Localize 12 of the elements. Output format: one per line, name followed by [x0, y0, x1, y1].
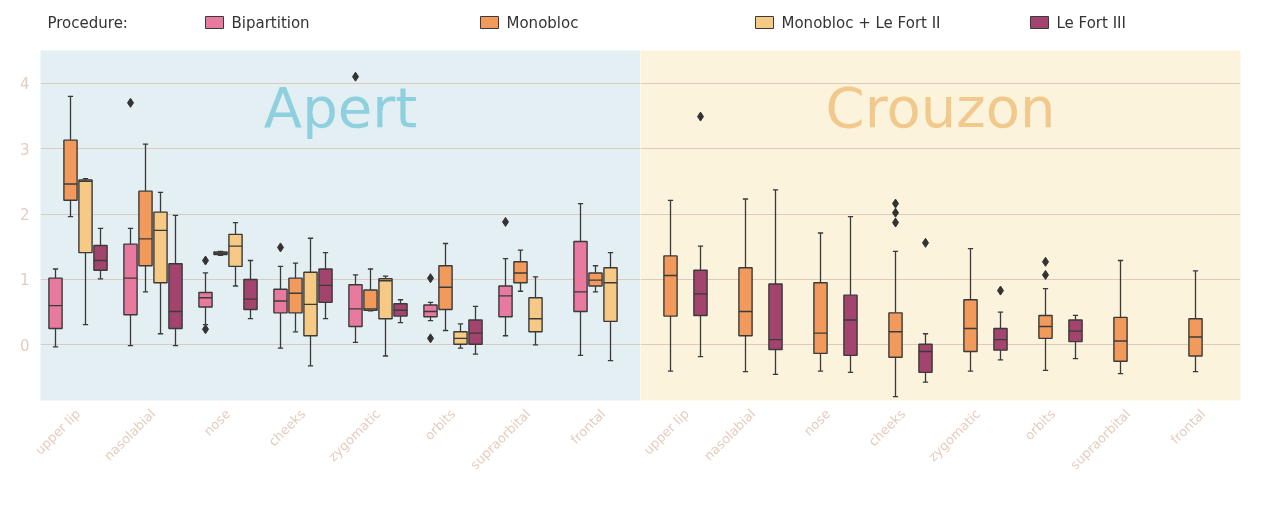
text: Crouzon: [825, 75, 1056, 140]
legend-label: Monobloc + Le Fort II: [781, 13, 941, 32]
text: Apert: [263, 75, 418, 140]
legend-title: Procedure:: [47, 13, 128, 32]
legend-label: Monobloc: [506, 13, 579, 32]
y-tick-label: 0: [19, 336, 30, 355]
y-tick-label: 3: [19, 140, 30, 159]
y-tick-label: 2: [19, 206, 30, 225]
legend-label: Le Fort III: [1056, 13, 1126, 32]
y-tick-label: 1: [19, 271, 30, 290]
legend-label: Bipartition: [231, 13, 310, 32]
y-tick-label: 4: [19, 75, 30, 94]
